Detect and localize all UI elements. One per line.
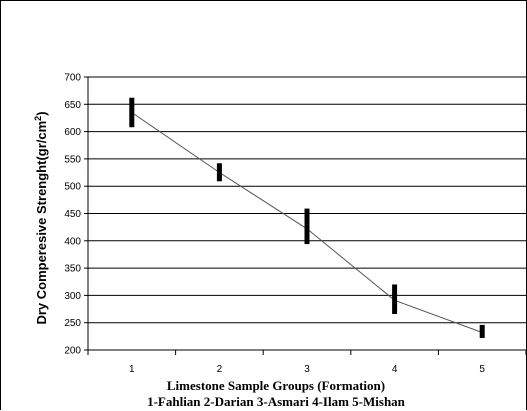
x-tick-labels: 1 2 3 4 5	[129, 364, 485, 375]
y-tick-label-200: 200	[64, 346, 81, 357]
x-tick-label-5: 5	[479, 364, 485, 375]
y-tick-labels: 200 250 300 350 400 450 500 550 600 650 700	[64, 73, 81, 357]
y-axis-label: Dry Comperesive Strenght(gr/cm2)	[33, 111, 49, 324]
x-tick-label-3: 3	[304, 364, 310, 375]
y-tick-label-600: 600	[64, 127, 81, 138]
error-bars	[129, 97, 485, 338]
x-axis-label: Limestone Sample Groups (Formation)	[167, 378, 385, 393]
y-tick-label-250: 250	[64, 318, 81, 329]
y-tick-label-700: 700	[64, 73, 81, 84]
y-tick-label-350: 350	[64, 264, 81, 275]
y-tick-label-450: 450	[64, 209, 81, 220]
y-tick-label-300: 300	[64, 291, 81, 302]
axes	[84, 76, 527, 355]
x-axis-sublabel: 1-Fahlian 2-Darian 3-Asmari 4-Ilam 5-Mis…	[147, 394, 406, 409]
x-tick-label-2: 2	[217, 364, 223, 375]
y-tick-label-500: 500	[64, 182, 81, 193]
y-tick-label-650: 650	[64, 100, 81, 111]
x-tick-label-4: 4	[392, 364, 398, 375]
y-tick-label-550: 550	[64, 154, 81, 165]
x-tick-label-1: 1	[129, 364, 135, 375]
grid-lines	[88, 76, 526, 324]
y-tick-label-400: 400	[64, 236, 81, 247]
